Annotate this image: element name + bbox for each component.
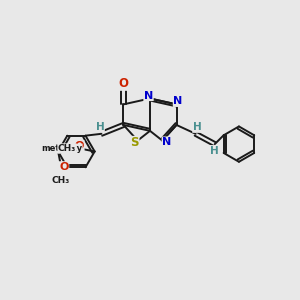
Text: O: O <box>118 77 128 90</box>
Text: H: H <box>96 122 104 132</box>
Text: S: S <box>130 136 139 149</box>
Text: methoxy: methoxy <box>41 144 82 153</box>
Text: CH₃: CH₃ <box>52 176 70 184</box>
Text: N: N <box>173 96 183 106</box>
Text: O: O <box>59 162 69 172</box>
Text: H: H <box>193 122 202 132</box>
Text: O: O <box>75 141 84 151</box>
Text: CH₃: CH₃ <box>58 144 76 153</box>
Text: H: H <box>210 146 219 156</box>
Text: N: N <box>162 137 171 147</box>
Text: N: N <box>144 91 153 100</box>
